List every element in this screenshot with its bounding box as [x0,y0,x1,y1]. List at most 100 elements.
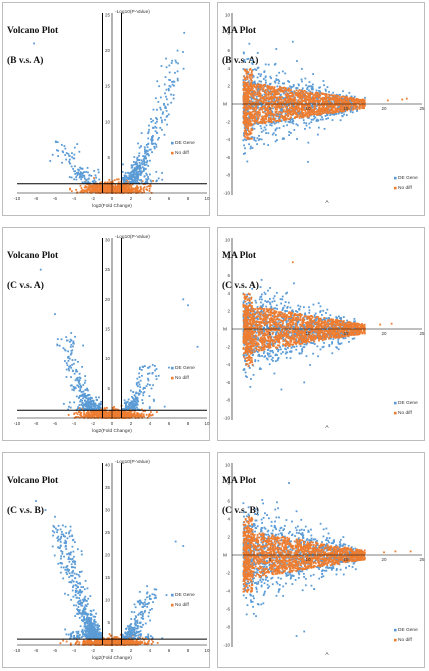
de-gene-point [83,175,86,178]
de-gene-point [79,407,82,410]
nodiff-point [357,102,359,105]
de-gene-point [92,407,95,410]
nodiff-point [362,103,365,106]
nodiff-point [309,111,311,114]
x-tick-label: 8 [187,196,190,201]
de-gene-point [275,127,278,130]
nodiff-point [76,413,79,415]
de-gene-point [280,109,283,112]
de-gene-point [74,173,77,175]
de-gene-point [143,164,146,166]
de-gene-point [249,147,252,150]
de-gene-point [132,164,135,166]
nodiff-point [333,94,335,97]
de-gene-point [74,386,76,389]
de-gene-point [56,141,59,144]
de-gene-point [87,398,90,400]
de-gene-point [141,171,143,173]
nodiff-point [119,410,122,412]
de-gene-point [272,132,275,135]
de-gene-point [75,395,78,398]
de-gene-point [266,88,269,91]
nodiff-point [280,88,283,91]
de-gene-point [56,338,59,341]
de-gene-point [65,152,68,154]
de-gene-point [138,173,141,176]
nodiff-point [356,98,359,100]
nodiff-point [301,114,303,117]
de-gene-point [143,162,146,165]
nodiff-point [139,415,142,418]
de-gene-point [80,386,82,389]
nodiff-point [250,111,253,114]
y-tick-label: 10 [225,13,231,18]
nodiff-point [337,111,340,113]
nodiff-point [338,103,340,106]
nodiff-point [273,106,276,108]
de-gene-point [139,165,142,168]
nodiff-point [255,101,258,104]
de-gene-point [134,179,137,182]
y-axis-label: -Log10(P-Value) [115,9,150,15]
nodiff-point [271,86,274,89]
nodiff-point [307,94,310,97]
nodiff-point [267,117,270,120]
de-gene-point [68,155,71,157]
de-gene-point [246,68,248,71]
nodiff-point [274,95,276,98]
de-gene-point [163,133,166,136]
de-gene-point [144,155,147,158]
nodiff-point [244,132,247,135]
de-gene-point [265,124,268,127]
nodiff-point [342,98,345,101]
de-gene-point [173,84,175,87]
nodiff-point [337,100,340,103]
nodiff-point [297,90,300,93]
de-gene-point [252,75,255,78]
nodiff-point [328,97,331,100]
de-gene-point [78,376,81,379]
nodiff-point [105,189,108,192]
nodiff-point [115,408,117,411]
de-gene-point [160,65,163,67]
de-gene-point [71,369,74,372]
de-gene-point [149,148,152,151]
de-gene-point [70,376,72,378]
nodiff-point [253,116,256,119]
de-gene-point [143,160,145,162]
nodiff-point [93,191,95,193]
nodiff-point [87,183,89,186]
de-gene-point [246,160,249,163]
nodiff-point [313,105,316,108]
de-gene-point [167,113,170,116]
nodiff-point [329,105,332,108]
nodiff-point [297,102,300,105]
nodiff-point [257,93,260,96]
nodiff-point [289,100,292,102]
de-gene-point [100,403,102,405]
de-gene-point [310,121,313,124]
de-gene-point [272,116,275,119]
de-gene-point [72,168,75,170]
de-gene-point [131,179,134,181]
nodiff-point [352,99,355,102]
de-gene-point [296,124,299,127]
nodiff-point [254,86,257,89]
nodiff-point [97,188,100,191]
de-gene-point [262,129,265,132]
nodiff-point [85,412,88,414]
de-gene-point [269,124,272,126]
nodiff-point [143,415,145,418]
de-gene-point [136,174,139,177]
nodiff-point [124,190,127,193]
nodiff-point [243,113,246,116]
nodiff-point [285,89,288,91]
nodiff-point [283,104,286,107]
de-gene-point [291,90,294,93]
nodiff-point [293,109,296,111]
nodiff-point [253,94,256,97]
nodiff-point [254,98,257,101]
nodiff-point [292,109,294,112]
nodiff-point [291,113,294,115]
nodiff-point [358,101,361,103]
